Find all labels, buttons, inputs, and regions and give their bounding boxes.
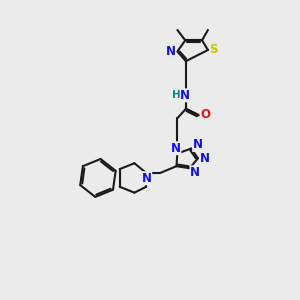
Text: N: N [190,166,200,179]
Text: O: O [200,108,210,121]
Text: S: S [210,44,218,56]
Text: N: N [180,89,190,102]
Text: N: N [166,45,176,58]
Text: N: N [200,152,210,165]
Text: N: N [193,139,202,152]
Text: N: N [142,172,152,185]
Text: N: N [171,142,181,155]
Text: H: H [172,90,181,100]
